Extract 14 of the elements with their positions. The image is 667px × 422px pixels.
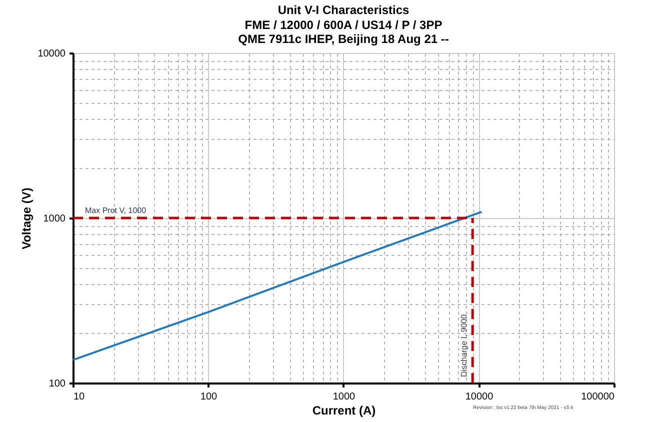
- x-tick-label: 1000: [332, 392, 356, 402]
- x-tick-label: 10: [74, 392, 86, 402]
- chart-title: Unit V-I Characteristics: [278, 3, 410, 17]
- chart-subtitle: FME / 12000 / 600A / US14 / P / 3PP QME 7911c IHEP, Beijing 18 Aug 21 --: [238, 18, 449, 46]
- x-tick-label: 100: [200, 392, 218, 402]
- y-tick-label: 100: [48, 378, 66, 390]
- x-tick-label: 10000: [465, 392, 494, 402]
- y-tick-label: 1000: [43, 214, 66, 224]
- y-tick-label: 10000: [38, 48, 66, 60]
- ref-line-label: Max Prot V, 1000: [85, 206, 147, 215]
- y-axis-title: Voltage (V): [20, 188, 34, 250]
- x-axis-title: Current (A): [312, 404, 376, 418]
- ref-line-label: Discharge I, 9000: [460, 314, 469, 377]
- x-tick-label: 100000: [581, 392, 615, 402]
